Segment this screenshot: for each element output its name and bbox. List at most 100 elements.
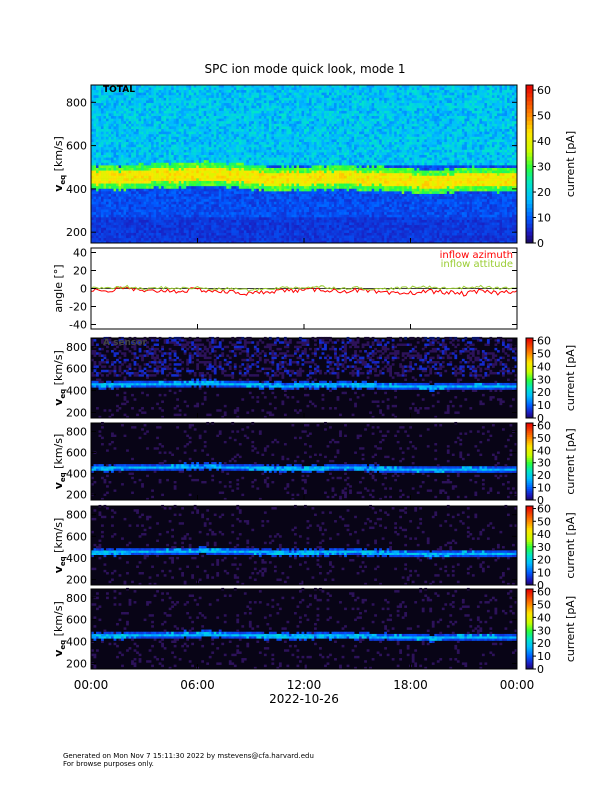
- total-cell: [148, 224, 152, 228]
- total-cell: [168, 94, 172, 98]
- total-cell: [98, 110, 102, 114]
- total-cell: [263, 180, 267, 184]
- total-cell: [158, 180, 162, 184]
- total-cell: [281, 107, 285, 111]
- total-cell: [178, 217, 182, 220]
- total-cell: [273, 214, 277, 218]
- total-cell: [146, 204, 149, 207]
- total-cell: [221, 178, 225, 181]
- total-cell: [281, 201, 285, 205]
- total-cell: [186, 152, 190, 155]
- total-cell: [166, 107, 169, 111]
- total-cell: [146, 136, 149, 140]
- total-cell: [156, 227, 159, 231]
- total-cell: [153, 196, 157, 200]
- total-cell: [208, 89, 212, 93]
- total-cell: [271, 141, 275, 145]
- total-cell: [273, 222, 277, 226]
- total-cell: [133, 126, 137, 130]
- total-cell: [158, 235, 162, 239]
- total-cell: [136, 113, 139, 117]
- total-cell: [198, 172, 202, 176]
- total-cell: [263, 157, 267, 161]
- total-cell: [173, 196, 177, 200]
- total-cell: [93, 105, 97, 109]
- total-cell: [263, 162, 267, 166]
- total-cell: [243, 154, 247, 158]
- total-cell: [131, 209, 134, 213]
- total-cell: [283, 97, 287, 101]
- total-cell: [191, 141, 195, 145]
- total-cell: [266, 240, 270, 244]
- total-cell: [126, 240, 129, 244]
- total-cell: [273, 94, 277, 98]
- total-cell: [261, 139, 265, 143]
- total-cell: [141, 139, 144, 143]
- total-cell: [118, 165, 122, 168]
- total-cell: [143, 87, 147, 91]
- total-cell: [108, 217, 112, 220]
- total-cell: [206, 193, 210, 197]
- total-cell: [91, 232, 94, 236]
- total-cell: [251, 131, 255, 135]
- total-cell: [186, 191, 190, 194]
- total-cell: [141, 128, 144, 132]
- total-cell: [243, 180, 247, 184]
- total-cell: [261, 102, 265, 106]
- total-cell: [166, 113, 169, 117]
- total-cell: [191, 92, 195, 96]
- total-cell: [266, 191, 270, 194]
- total-cell: [111, 201, 114, 205]
- total-cell: [198, 141, 202, 145]
- total-cell: [93, 89, 97, 93]
- total-cell: [263, 191, 267, 194]
- total-cell: [216, 105, 220, 109]
- total-cell: [293, 107, 297, 111]
- total-cell: [156, 183, 159, 187]
- total-cell: [113, 139, 117, 143]
- total-cell: [113, 188, 117, 192]
- total-cell: [173, 87, 177, 91]
- total-cell: [166, 146, 169, 150]
- total-cell: [108, 204, 112, 207]
- total-cell: [228, 162, 232, 166]
- total-cell: [268, 162, 272, 166]
- total-cell: [111, 89, 114, 93]
- total-cell: [163, 178, 167, 181]
- total-cell: [288, 115, 292, 119]
- total-cell: [263, 154, 267, 158]
- total-cell: [133, 139, 137, 143]
- total-cell: [158, 133, 162, 137]
- total-cell: [251, 84, 255, 88]
- total-cell: [241, 193, 245, 197]
- total-cell: [233, 206, 237, 210]
- total-cell: [221, 230, 225, 233]
- total-cell: [211, 154, 215, 158]
- total-cell: [233, 196, 237, 200]
- total-cell: [273, 201, 277, 205]
- total-cell: [146, 102, 149, 106]
- total-cell: [98, 100, 102, 104]
- total-cell: [293, 224, 297, 228]
- total-cell: [223, 141, 227, 145]
- total-cell: [111, 196, 114, 200]
- total-cell: [233, 201, 237, 205]
- total-cell: [141, 235, 144, 239]
- total-cell: [103, 240, 107, 244]
- total-cell: [211, 139, 215, 143]
- total-cell: [143, 102, 147, 106]
- total-cell: [291, 146, 295, 150]
- total-cell: [196, 141, 200, 145]
- total-cell: [271, 188, 275, 192]
- total-cell: [253, 235, 257, 239]
- total-cell: [101, 94, 104, 98]
- total-cell: [271, 159, 275, 163]
- total-cell: [208, 201, 212, 205]
- total-cell: [203, 94, 207, 98]
- total-cell: [268, 157, 272, 161]
- total-cell: [278, 128, 282, 132]
- total-cell: [261, 211, 265, 215]
- total-cell: [218, 128, 222, 132]
- total-cell: [173, 97, 177, 101]
- total-cell: [261, 162, 265, 166]
